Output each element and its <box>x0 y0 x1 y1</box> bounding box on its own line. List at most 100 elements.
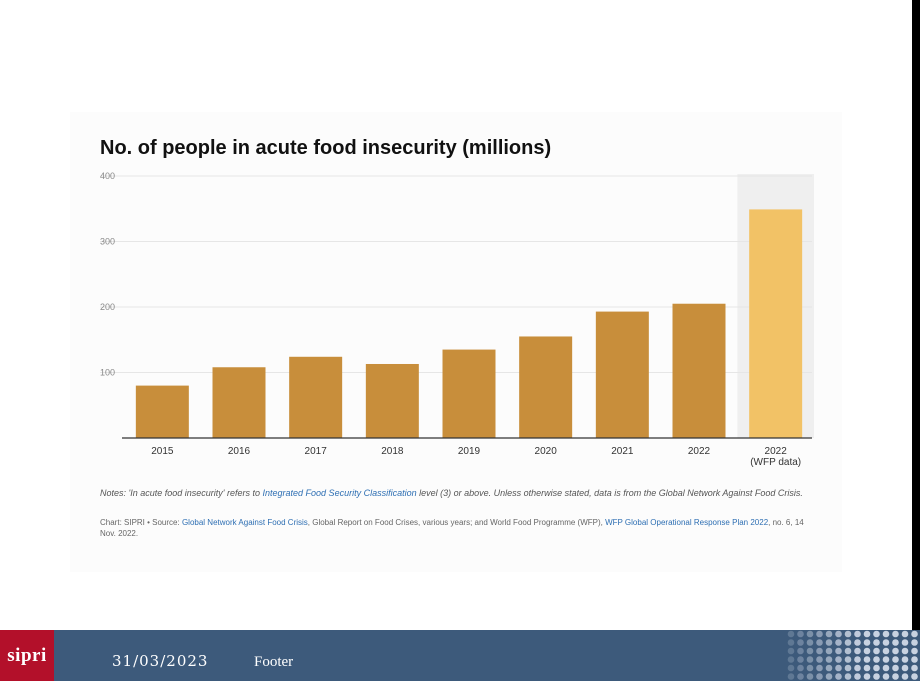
bar <box>749 209 803 438</box>
y-tick-label: 200 <box>100 302 115 312</box>
notes-prefix: Notes: 'In acute food insecurity' refers… <box>100 488 263 498</box>
wfp-plan-link[interactable]: WFP Global Operational Response Plan 202… <box>605 518 769 527</box>
decorative-dot <box>835 647 842 655</box>
decorative-dot <box>825 647 833 655</box>
decorative-dot <box>797 630 804 638</box>
notes-suffix: level (3) or above. Unless otherwise sta… <box>416 488 803 498</box>
gnafc-link[interactable]: Global Network Against Food Crisis <box>181 518 308 527</box>
decorative-dot <box>844 673 852 680</box>
decorative-dot <box>892 647 899 655</box>
decorative-dot <box>873 656 880 663</box>
decorative-dot <box>854 673 861 680</box>
decorative-dot <box>892 673 899 680</box>
decorative-dot <box>844 664 852 672</box>
decorative-dot <box>835 630 842 638</box>
decorative-dot <box>787 656 795 663</box>
decorative-dot <box>825 630 833 638</box>
decorative-dot <box>825 656 833 663</box>
decorative-dot <box>882 673 890 680</box>
decorative-dot <box>797 647 804 655</box>
decorative-dot <box>787 664 795 672</box>
x-tick-label: 2015 <box>151 446 174 457</box>
bar-chart: 100 200 300 400 2015 2016 2017 2018 2019 2020 2021… <box>100 171 814 468</box>
footer-date: 31/03/2023 <box>112 652 209 670</box>
x-tick-label: 2022 <box>688 446 711 457</box>
decorative-dot <box>854 639 861 646</box>
decorative-dot <box>806 630 814 638</box>
decorative-dot <box>873 664 880 672</box>
decorative-dot <box>816 647 823 655</box>
bar <box>365 363 419 438</box>
decorative-dot <box>835 673 842 680</box>
bar <box>212 367 266 438</box>
decorative-dot <box>911 656 918 663</box>
decorative-dot <box>806 656 814 663</box>
decorative-dot <box>882 664 890 672</box>
bar <box>442 349 496 438</box>
decorative-dot <box>863 647 871 655</box>
x-tick-label: 2017 <box>305 446 328 457</box>
source-suffix: , no. 6, 14 Nov. 2022. <box>100 518 804 538</box>
decorative-dot <box>806 647 814 655</box>
decorative-dot <box>835 639 842 646</box>
decorative-dot <box>825 664 833 672</box>
decorative-dot <box>863 664 871 672</box>
decorative-dot <box>816 673 823 680</box>
bar <box>595 311 649 438</box>
decorative-dot <box>854 630 861 638</box>
decorative-dot <box>844 647 852 655</box>
decorative-dot <box>863 673 871 680</box>
y-tick-label: 400 <box>100 171 115 181</box>
decorative-dot <box>882 639 890 646</box>
decorative-dot <box>892 664 899 672</box>
decorative-dot <box>892 630 899 638</box>
decorative-dot <box>854 664 861 672</box>
decorative-dot <box>854 656 861 663</box>
decorative-dot <box>816 639 823 646</box>
decorative-dot <box>797 673 804 680</box>
decorative-dot <box>911 639 918 646</box>
decorative-dot <box>844 639 852 646</box>
y-tick-label: 100 <box>100 368 115 378</box>
y-tick-label: 300 <box>100 237 115 247</box>
decorative-dot <box>901 639 909 646</box>
bar <box>672 303 726 438</box>
bar <box>289 356 343 438</box>
decorative-dot <box>787 639 795 646</box>
decorative-dot <box>863 639 871 646</box>
decorative-dot <box>854 647 861 655</box>
decorative-dot <box>882 630 890 638</box>
chart-title: No. of people in acute food insecurity (… <box>100 137 552 159</box>
decorative-dot <box>873 639 880 646</box>
ipc-link[interactable]: Integrated Food Security Classification <box>262 488 417 498</box>
decorative-dot <box>911 647 918 655</box>
sipri-logo: sipri <box>0 630 54 681</box>
source-prefix: Chart: SIPRI • Source: <box>100 518 182 527</box>
source-middle: , Global Report on Food Crises, various … <box>307 518 606 527</box>
decorative-dot <box>863 630 871 638</box>
decorative-dot <box>806 639 814 646</box>
decorative-dot <box>901 630 909 638</box>
decorative-dot <box>825 639 833 646</box>
decorative-dot <box>882 656 890 663</box>
x-tick-label: 2022 (WFP data) <box>750 446 801 468</box>
decorative-dot <box>787 647 795 655</box>
decorative-dot <box>825 673 833 680</box>
decorative-dot <box>911 630 918 638</box>
decorative-dot <box>844 656 852 663</box>
decorative-dot <box>797 656 804 663</box>
decorative-dot <box>806 673 814 680</box>
bar <box>135 385 189 438</box>
decorative-dot <box>797 639 804 646</box>
decorative-dot <box>787 630 795 638</box>
decorative-dot <box>873 630 880 638</box>
dot-pattern-decoration <box>787 630 918 680</box>
chart-source: Chart: SIPRI • Source: Global Network Ag… <box>100 517 820 539</box>
decorative-dot <box>901 673 909 680</box>
decorative-dot <box>863 656 871 663</box>
decorative-dot <box>892 656 899 663</box>
decorative-dot <box>835 656 842 663</box>
decorative-dot <box>873 673 880 680</box>
decorative-dot <box>873 647 880 655</box>
footer-text: Footer <box>254 654 294 670</box>
